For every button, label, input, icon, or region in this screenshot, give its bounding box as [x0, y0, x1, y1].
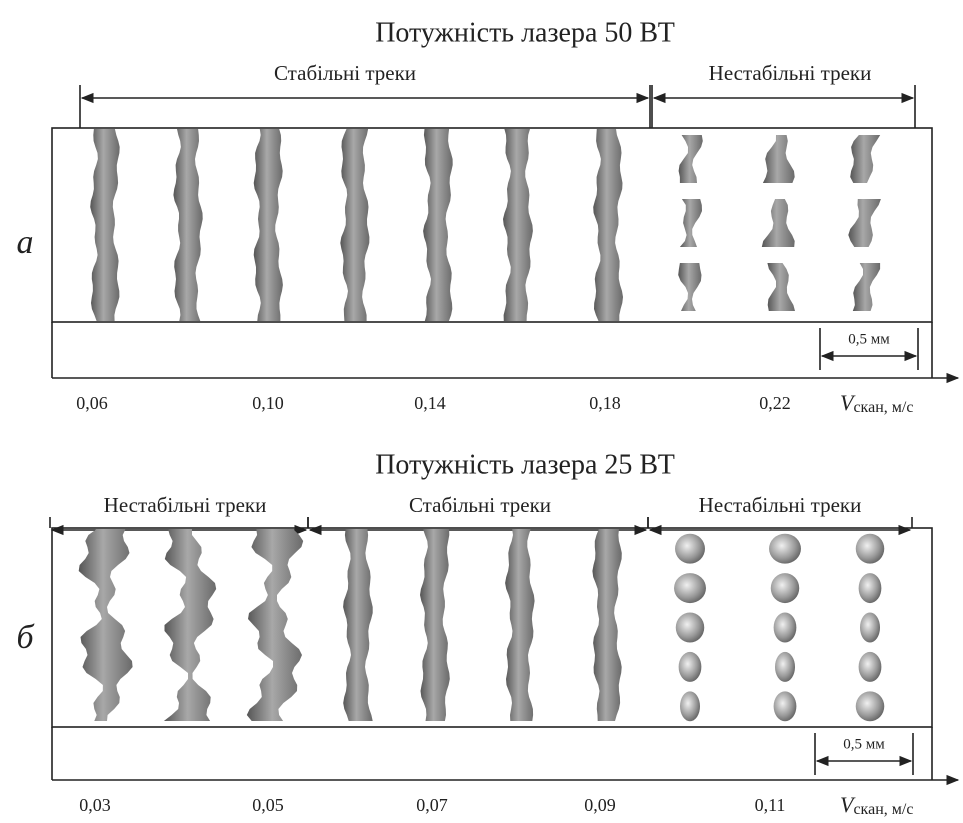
figure: Потужність лазера 50 ВТ Стабільні треки Не…	[0, 0, 963, 823]
axis-label: Vскан, м/с	[840, 390, 913, 416]
panel-title: Потужність лазера 25 ВТ	[375, 449, 675, 480]
droplet	[775, 652, 795, 682]
panel-label: а	[17, 224, 34, 261]
droplet	[769, 534, 801, 564]
tick-label: 0,05	[252, 795, 284, 815]
scale-label: 0,5 мм	[848, 331, 890, 347]
track	[850, 135, 880, 183]
tick-label: 0,18	[589, 393, 621, 413]
track	[762, 199, 795, 247]
track	[767, 263, 795, 311]
track	[505, 529, 534, 721]
track	[164, 529, 216, 721]
track	[254, 129, 283, 321]
track	[503, 129, 533, 321]
tick-label: 0,11	[755, 795, 786, 815]
track	[423, 129, 453, 321]
droplet	[679, 652, 702, 682]
droplet	[771, 573, 799, 603]
track	[853, 263, 880, 311]
tick-label: 0,07	[416, 795, 448, 815]
track	[593, 129, 623, 321]
droplet	[675, 534, 705, 564]
track	[340, 129, 369, 321]
track	[247, 529, 303, 721]
track	[592, 529, 621, 721]
track	[763, 135, 795, 183]
tick-label: 0,22	[759, 393, 791, 413]
tick-label: 0,09	[584, 795, 616, 815]
region-label: Нестабільні треки	[709, 61, 872, 85]
droplet	[856, 534, 884, 564]
droplet	[680, 691, 700, 721]
droplet	[860, 613, 880, 643]
axis-unit: скан, м/с	[853, 801, 913, 818]
track	[420, 529, 450, 721]
panel-title: Потужність лазера 50 ВТ	[375, 17, 675, 48]
scale-label: 0,5 мм	[843, 736, 885, 752]
droplet	[676, 613, 704, 643]
panel: Потужність лазера 25 ВТ Нестабільні треки…	[16, 449, 958, 817]
tick-label: 0,10	[252, 393, 284, 413]
track	[678, 263, 701, 311]
axis-unit: скан, м/с	[853, 399, 913, 416]
track	[173, 129, 202, 321]
region-label: Нестабільні треки	[699, 493, 862, 517]
droplet	[856, 691, 885, 721]
droplet	[774, 613, 797, 643]
track	[679, 135, 703, 183]
track	[848, 199, 881, 247]
droplet	[674, 573, 706, 603]
region-label: Стабільні треки	[274, 61, 416, 85]
axis-label: Vскан, м/с	[840, 792, 913, 818]
droplet	[859, 652, 882, 682]
track	[343, 529, 373, 721]
panels: Потужність лазера 50 ВТ Стабільні треки Не…	[16, 17, 958, 817]
droplet	[774, 691, 797, 721]
region-label: Нестабільні треки	[104, 493, 267, 517]
track	[680, 199, 702, 247]
panel-label: б	[16, 619, 35, 656]
panel: Потужність лазера 50 ВТ Стабільні треки Не…	[17, 17, 959, 415]
track	[79, 529, 133, 721]
track	[90, 129, 120, 321]
tick-label: 0,03	[79, 795, 111, 815]
tick-label: 0,06	[76, 393, 108, 413]
droplet	[859, 573, 882, 603]
region-label: Стабільні треки	[409, 493, 551, 517]
tick-label: 0,14	[414, 393, 446, 413]
